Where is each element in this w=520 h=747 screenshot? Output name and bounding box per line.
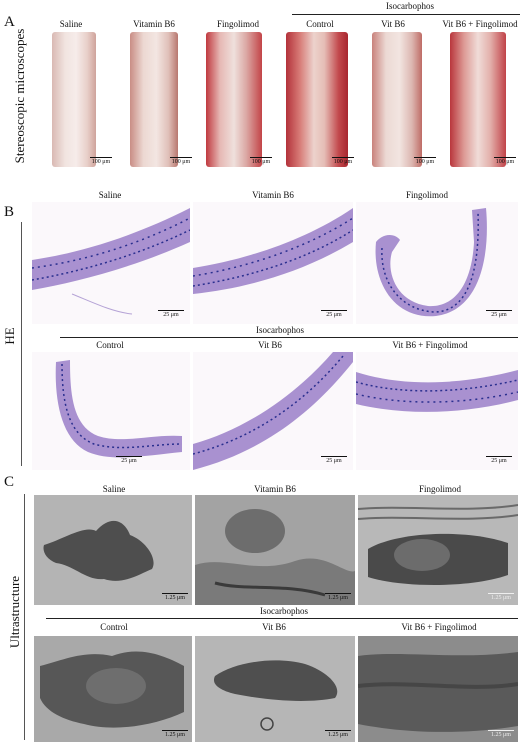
panel-c-bottom-label-2: Vit B6 (262, 622, 286, 632)
panel-c-top-label-2: Vitamin B6 (254, 484, 296, 494)
stereo-image-saline: 100 μm (38, 32, 114, 167)
panel-a-letter: A (4, 14, 15, 30)
panel-a-label-3: Fingolimod (216, 19, 259, 29)
panel-c-bottom-label-3: Vit B6 + Fingolimod (401, 622, 477, 632)
panel-b-side-rule (21, 222, 22, 466)
panel-b-top-label-3: Fingolimod (405, 190, 448, 200)
panel-b-bottom-label-3: Vit B6 + Fingolimod (392, 340, 468, 350)
stereo-image-vit-b6-fingolimod: 100 μm (442, 32, 518, 167)
panel-b-bottom-label-2: Vit B6 (258, 340, 282, 350)
panel-c-top-label-3: Fingolimod (418, 484, 461, 494)
he-image-control: 25 μm (32, 352, 190, 470)
panel-a-label-5: Vit B6 (381, 19, 405, 29)
panel-b-bottom-label-1: Control (96, 340, 124, 350)
he-image-vitamin-b6: 25 μm (193, 202, 353, 324)
stereo-image-vit-b6: 100 μm (362, 32, 438, 167)
panel-b-group-rule (60, 337, 518, 338)
stereo-image-vitamin-b6: 100 μm (118, 32, 194, 167)
panel-b-letter: B (4, 204, 15, 220)
panel-c-top-label-1: Saline (102, 484, 126, 494)
em-image-vit-b6: 1.25 μm (195, 636, 355, 742)
panel-b-top-label-2: Vitamin B6 (252, 190, 294, 200)
em-image-fingolimod: 1.25 μm (358, 495, 518, 605)
he-image-saline: 25 μm (32, 202, 190, 324)
panel-c-side-label: Ultrastructure (7, 575, 22, 649)
em-image-control: 1.25 μm (34, 636, 192, 742)
stereo-image-fingolimod: 100 μm (198, 32, 274, 167)
panel-a-label-1: Saline (59, 19, 83, 29)
panel-a-label-6: Vit B6 + Fingolimod (442, 19, 518, 29)
panel-c-group-label: Isocarbophos (260, 606, 308, 616)
panel-a-label-4: Control (306, 19, 334, 29)
panel-c-group-rule (46, 618, 518, 619)
em-image-vit-b6-fingolimod: 1.25 μm (358, 636, 518, 742)
panel-a-label-2: Vitamin B6 (133, 19, 175, 29)
he-image-vit-b6: 25 μm (193, 352, 353, 470)
stereo-image-control: 100 μm (280, 32, 356, 167)
panel-a-side-label: Stereoscopic microscopes (12, 28, 27, 164)
panel-a-group-label: Isocarbophos (386, 1, 434, 11)
panel-c-bottom-label-1: Control (100, 622, 128, 632)
em-image-saline: 1.25 μm (34, 495, 192, 605)
panel-b-side-label: HE (2, 327, 17, 345)
panel-b-group-label: Isocarbophos (256, 325, 304, 335)
he-image-fingolimod: 25 μm (356, 202, 518, 324)
panel-c-letter: C (4, 474, 15, 490)
em-image-vitamin-b6: 1.25 μm (195, 495, 355, 605)
panel-c-side-rule (24, 494, 25, 740)
panel-b-top-label-1: Saline (98, 190, 122, 200)
he-image-vit-b6-fingolimod: 25 μm (356, 352, 518, 470)
panel-a-group-rule (292, 14, 520, 15)
